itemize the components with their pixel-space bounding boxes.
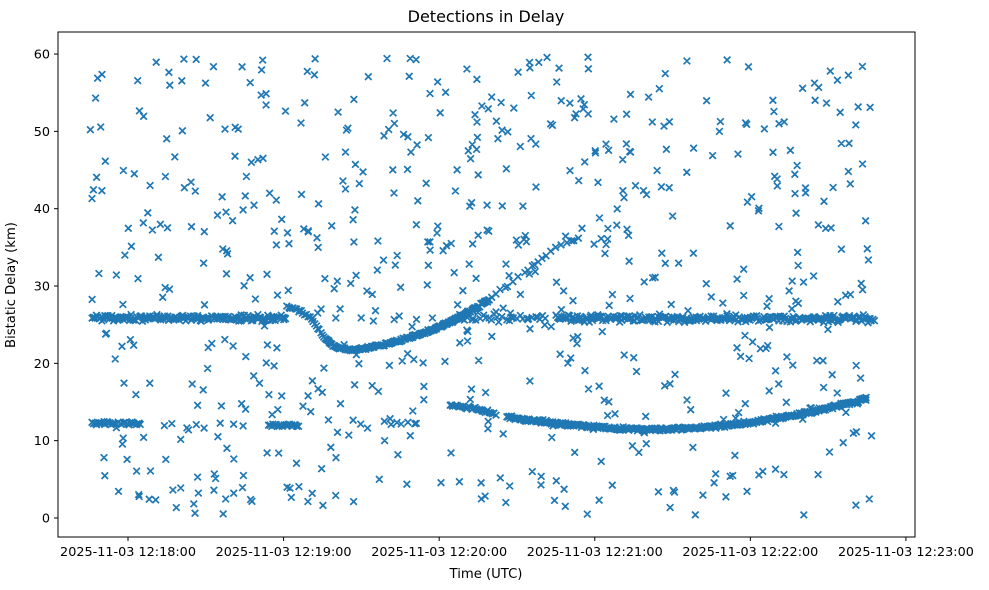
target-track-lower-points — [88, 393, 871, 436]
y-tick-label: 20 — [34, 357, 50, 372]
direct-path-clutter-line-points — [88, 310, 879, 327]
y-tick-label: 50 — [34, 125, 50, 140]
x-tick-label: 2025-11-03 12:21:00 — [527, 545, 663, 560]
x-tick-label: 2025-11-03 12:18:00 — [60, 545, 196, 560]
y-axis-label: Bistatic Delay (km) — [4, 222, 19, 348]
x-tick-label: 2025-11-03 12:23:00 — [838, 545, 974, 560]
axis-ticks: 2025-11-03 12:18:00 2025-11-03 12:19:00 20… — [34, 48, 974, 560]
y-tick-label: 30 — [34, 280, 50, 295]
y-tick-label: 10 — [34, 434, 50, 449]
detection-points — [86, 53, 879, 519]
x-tick-label: 2025-11-03 12:19:00 — [216, 545, 352, 560]
target-track-upper-points — [282, 234, 583, 355]
noise-points — [86, 53, 876, 519]
y-tick-label: 0 — [42, 511, 50, 526]
x-tick-label: 2025-11-03 12:20:00 — [371, 545, 507, 560]
plot-spines — [57, 31, 916, 538]
y-tick-label: 60 — [34, 48, 50, 63]
y-tick-label: 40 — [34, 202, 50, 217]
x-tick-label: 2025-11-03 12:22:00 — [682, 545, 818, 560]
x-axis-label: Time (UTC) — [449, 567, 523, 582]
chart-title: Detections in Delay — [408, 7, 565, 26]
